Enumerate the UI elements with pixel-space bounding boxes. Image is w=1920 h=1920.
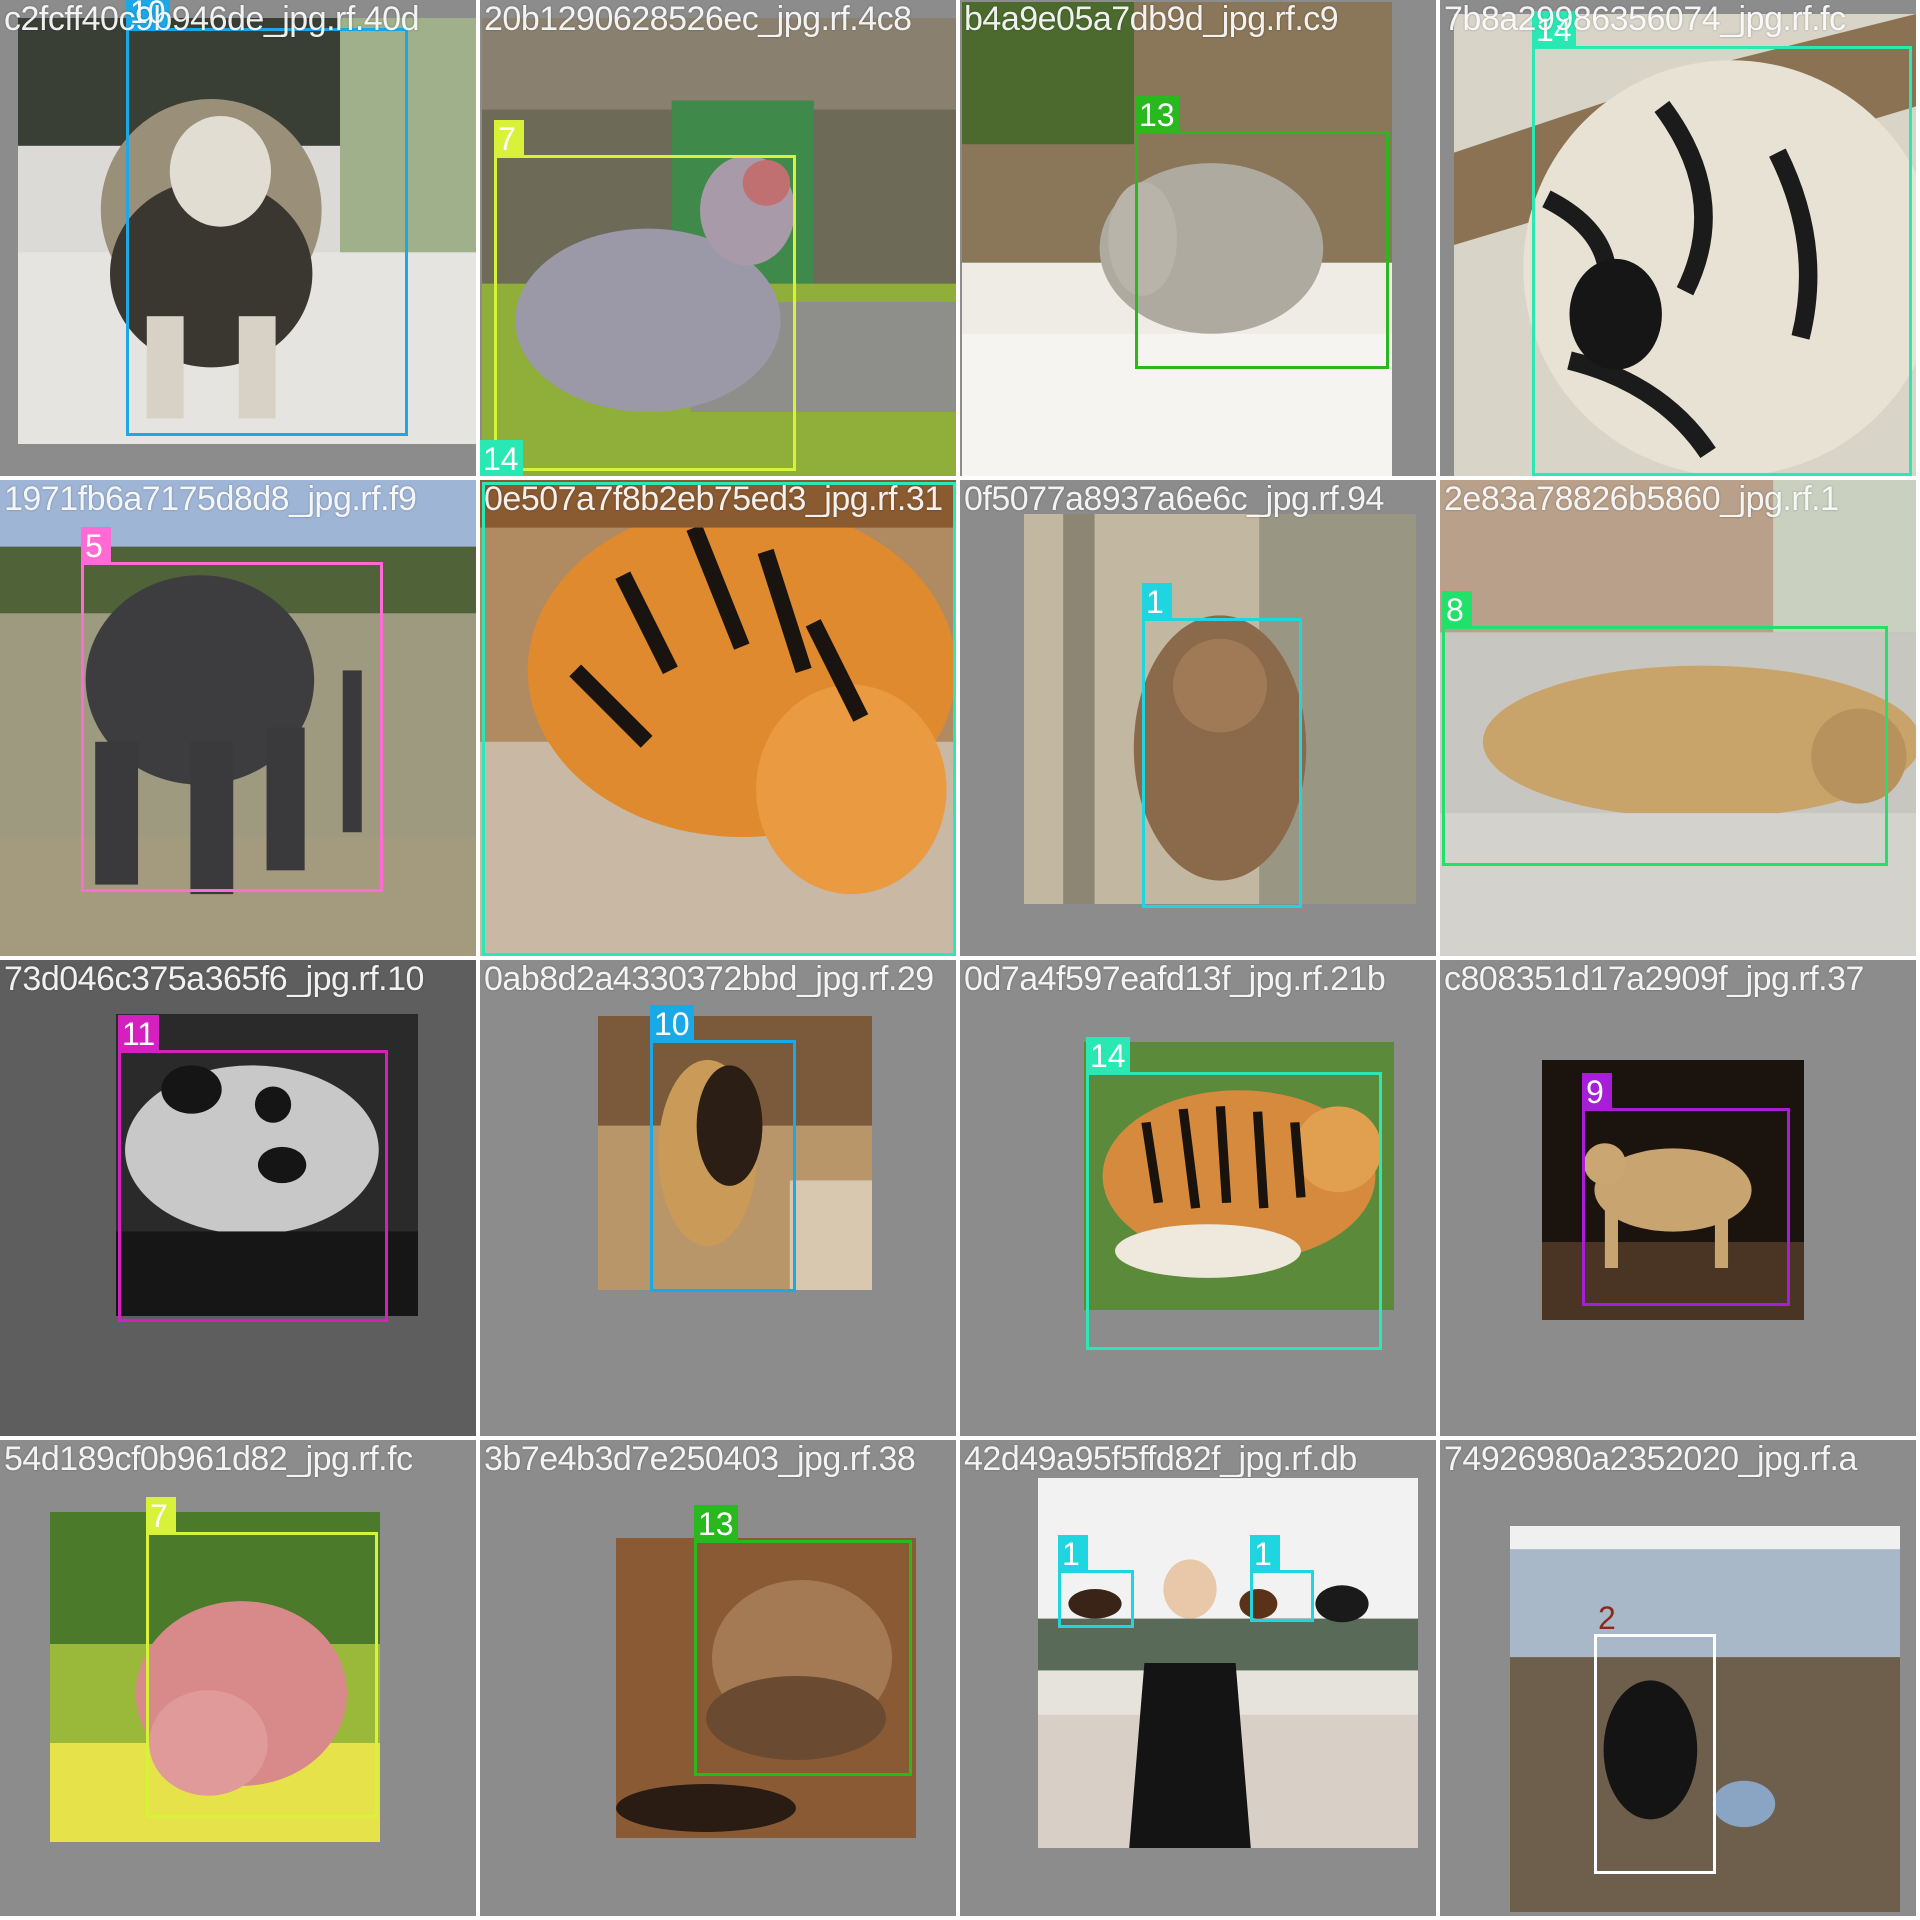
grid-divider <box>958 0 960 1920</box>
tile-photo <box>0 480 476 956</box>
tile-photo <box>598 1016 872 1290</box>
tile-4[interactable]: 14 7b8a29986356074_jpg.rf.fc <box>1440 0 1916 476</box>
bbox-panda[interactable]: 11 <box>118 1015 388 1322</box>
bbox-bear[interactable]: 1 <box>1250 1535 1314 1622</box>
tile-filename: 0e507a7f8b2eb75ed3_jpg.rf.31 <box>484 480 943 518</box>
tile-filename: 42d49a95f5ffd82f_jpg.rf.db <box>964 1440 1357 1478</box>
tile-filename: 73d046c375a365f6_jpg.rf.10 <box>4 960 424 998</box>
tile-2[interactable]: 7 14 20b1290628526ec_jpg.rf.4c8 <box>480 0 956 476</box>
tile-photo <box>18 18 476 444</box>
bbox-label: 5 <box>81 527 111 564</box>
tile-photo <box>1440 480 1916 956</box>
bbox-bull[interactable]: 2 <box>1594 1600 1716 1874</box>
grid-divider <box>1438 0 1440 1920</box>
grid-divider <box>0 478 1920 480</box>
grid-divider <box>0 1438 1920 1440</box>
bbox-lion[interactable]: 10 <box>650 1005 796 1292</box>
bbox-label: 1 <box>1058 1535 1088 1572</box>
bbox-tiger[interactable]: 14 <box>1532 11 1912 476</box>
tile-16[interactable]: 2 74926980a2352020_jpg.rf.a <box>1440 1440 1916 1916</box>
bbox-tiger[interactable] <box>482 482 956 956</box>
tile-13[interactable]: 7 54d189cf0b961d82_jpg.rf.fc <box>0 1440 476 1916</box>
tile-photo <box>1510 1526 1900 1912</box>
tile-3[interactable]: 13 b4a9e05a7db9d_jpg.rf.c9 <box>960 0 1436 476</box>
bbox-leopard[interactable]: 9 <box>1582 1073 1790 1306</box>
tile-photo <box>1024 514 1416 904</box>
bbox-rhino[interactable]: 13 <box>694 1505 912 1776</box>
bbox-label: 10 <box>126 0 170 30</box>
bbox-label: 13 <box>1135 96 1179 133</box>
bbox-label: 11 <box>118 1015 160 1052</box>
tile-filename: b4a9e05a7db9d_jpg.rf.c9 <box>964 0 1339 38</box>
tile-photo <box>116 1014 418 1316</box>
tile-photo <box>1454 14 1916 476</box>
tile-photo <box>482 18 956 476</box>
bbox-label: 8 <box>1442 591 1472 628</box>
bbox-label: 13 <box>694 1505 738 1542</box>
tile-filename: 0f5077a8937a6e6c_jpg.rf.94 <box>964 480 1384 518</box>
tile-filename: 74926980a2352020_jpg.rf.a <box>1444 1440 1857 1478</box>
tile-15[interactable]: 1 1 42d49a95f5ffd82f_jpg.rf.db <box>960 1440 1436 1916</box>
bbox-label: 1 <box>1142 583 1172 620</box>
tile-photo <box>480 480 956 956</box>
tile-filename: 2e83a78826b5860_jpg.rf.1 <box>1444 480 1839 518</box>
tile-photo <box>1038 1478 1418 1848</box>
bbox-label: 1 <box>1250 1535 1280 1572</box>
bbox-label: 9 <box>1582 1073 1612 1110</box>
tile-filename: 1971fb6a7175d8d8_jpg.rf.f9 <box>4 480 417 518</box>
bbox-rhino[interactable]: 13 <box>1135 96 1389 369</box>
tile-filename: 3b7e4b3d7e250403_jpg.rf.38 <box>484 1440 916 1478</box>
bbox-label: 14 <box>1532 11 1576 48</box>
bbox-jaguar[interactable]: 8 <box>1442 591 1888 866</box>
bbox-elephant[interactable]: 5 <box>81 527 383 892</box>
bbox-hippo[interactable]: 7 <box>146 1497 378 1818</box>
bbox-label: 14 <box>480 440 523 476</box>
tile-12[interactable]: 9 c808351d17a2909f_jpg.rf.37 <box>1440 960 1916 1436</box>
tile-7[interactable]: 1 0f5077a8937a6e6c_jpg.rf.94 <box>960 480 1436 956</box>
tile-8[interactable]: 8 2e83a78826b5860_jpg.rf.1 <box>1440 480 1916 956</box>
tile-filename: 0d7a4f597eafd13f_jpg.rf.21b <box>964 960 1386 998</box>
grid-divider <box>478 0 480 1920</box>
bbox-label: 7 <box>494 120 524 157</box>
tile-filename: 54d189cf0b961d82_jpg.rf.fc <box>4 1440 413 1478</box>
bbox-bear[interactable]: 1 <box>1058 1535 1134 1628</box>
tile-photo <box>616 1538 916 1838</box>
tile-11[interactable]: 14 0d7a4f597eafd13f_jpg.rf.21b <box>960 960 1436 1436</box>
grid-divider <box>0 958 1920 960</box>
tile-filename: 20b1290628526ec_jpg.rf.4c8 <box>484 0 912 38</box>
bbox-hippo[interactable]: 7 <box>494 120 796 471</box>
bbox-bear[interactable]: 1 <box>1142 583 1302 908</box>
tile-1[interactable]: 10 c2fcff40c9b946de_jpg.rf.40d <box>0 0 476 476</box>
tile-filename: 7b8a29986356074_jpg.rf.fc <box>1444 0 1846 38</box>
bbox-label: 10 <box>650 1005 694 1042</box>
tile-photo <box>1084 1042 1394 1310</box>
tile-filename: 0ab8d2a4330372bbd_jpg.rf.29 <box>484 960 934 998</box>
tile-9[interactable]: 11 73d046c375a365f6_jpg.rf.10 <box>0 960 476 1436</box>
tile-5[interactable]: 5 1971fb6a7175d8d8_jpg.rf.f9 <box>0 480 476 956</box>
bbox-label: 7 <box>146 1497 176 1534</box>
tile-filename: c2fcff40c9b946de_jpg.rf.40d <box>4 0 420 38</box>
bbox-label: 14 <box>1086 1037 1130 1074</box>
tile-6[interactable]: 0e507a7f8b2eb75ed3_jpg.rf.31 <box>480 480 956 956</box>
bbox-label: 2 <box>1598 1600 1616 1636</box>
bbox-lion[interactable]: 10 <box>126 0 408 436</box>
tile-filename: c808351d17a2909f_jpg.rf.37 <box>1444 960 1864 998</box>
bbox-tiger[interactable]: 14 <box>1086 1037 1382 1350</box>
tile-14[interactable]: 13 3b7e4b3d7e250403_jpg.rf.38 <box>480 1440 956 1916</box>
tile-10[interactable]: 10 0ab8d2a4330372bbd_jpg.rf.29 <box>480 960 956 1436</box>
